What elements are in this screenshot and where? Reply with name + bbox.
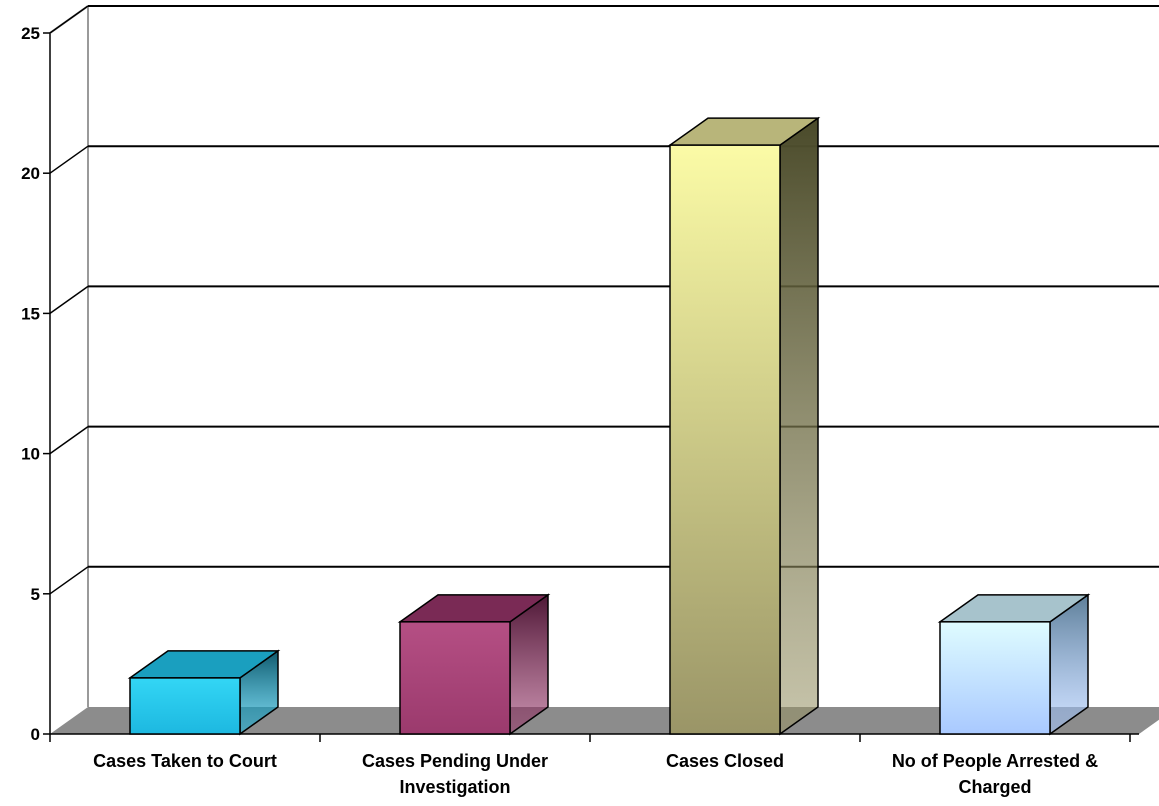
y-tick-label: 0 (31, 725, 40, 744)
x-tick-label: Charged (958, 777, 1031, 797)
bar-front (669, 144, 781, 735)
x-tick-label: No of People Arrested & (892, 751, 1098, 771)
x-tick-label: Cases Taken to Court (93, 751, 277, 771)
bar (937, 593, 1091, 736)
y-tick-label: 15 (21, 304, 40, 323)
bar-front (939, 621, 1051, 735)
x-tick-label: Investigation (399, 777, 510, 797)
x-tick-label: Cases Closed (666, 751, 784, 771)
gridline-side (49, 425, 89, 455)
y-tick-label: 5 (31, 585, 40, 604)
gridline-side (49, 566, 89, 595)
y-tick-label: 20 (21, 164, 40, 183)
y-tick-label: 25 (21, 24, 40, 43)
floor-plane (50, 707, 1159, 734)
bar (127, 649, 281, 736)
gridline-side (49, 5, 89, 34)
bar (667, 116, 821, 736)
bar-front (399, 621, 511, 735)
y-axis: 0 5 10 15 20 25 (21, 24, 50, 744)
gridlines (49, 5, 1159, 595)
gridline-side (49, 285, 89, 315)
y-tick-label: 10 (21, 445, 40, 464)
chart-floor (50, 707, 1159, 734)
bar-side (779, 116, 819, 736)
x-axis: Cases Taken to Court Cases Pending Under I… (49, 733, 1139, 797)
bars (127, 116, 1091, 736)
chart-walls (49, 5, 89, 734)
bar (397, 593, 551, 736)
bar-front (129, 677, 241, 735)
x-tick-label: Cases Pending Under (362, 751, 548, 771)
gridline-side (49, 145, 89, 174)
